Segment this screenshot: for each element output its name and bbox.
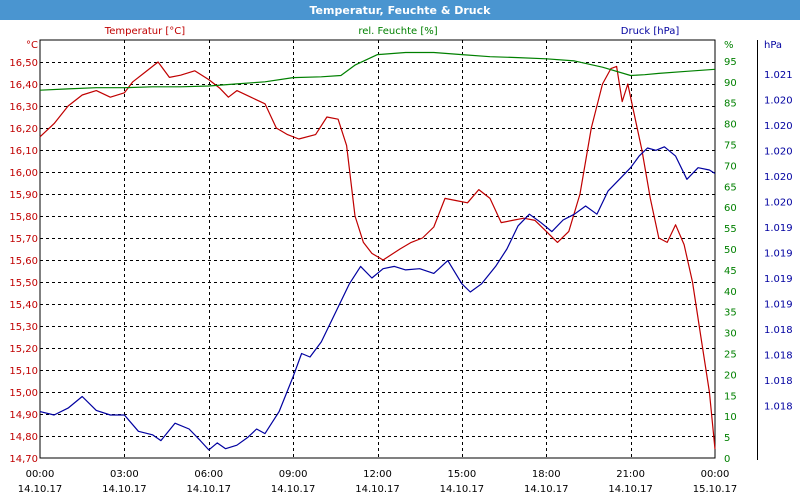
chart-title: Temperatur, Feuchte & Druck	[0, 0, 800, 20]
plot-frame	[39, 39, 716, 459]
legend-temperature: Temperatur [°C]	[104, 26, 185, 37]
y-tick-humidity: 50	[724, 245, 737, 256]
y-tick-humidity: 35	[724, 308, 737, 319]
x-tick-date: 15.10.17	[693, 484, 738, 495]
y-tick-humidity: 85	[724, 99, 737, 110]
y-tick-temperature: 16,00	[9, 168, 38, 179]
x-tick-date: 14.10.17	[524, 484, 569, 495]
x-tick-time: 09:00	[279, 469, 308, 480]
x-tick-date: 14.10.17	[440, 484, 485, 495]
y-tick-temperature: 14,80	[9, 432, 38, 443]
x-tick-time: 15:00	[447, 469, 476, 480]
y-tick-humidity: 20	[724, 370, 737, 381]
y-tick-temperature: 16,20	[9, 124, 38, 135]
y-tick-temperature: 16,30	[9, 102, 38, 113]
y-tick-humidity: 10	[724, 412, 737, 423]
y-tick-pressure: 1.021	[764, 70, 793, 81]
y-tick-temperature: 15,80	[9, 212, 38, 223]
y-tick-humidity: 70	[724, 161, 737, 172]
x-tick-date: 14.10.17	[355, 484, 400, 495]
y-axis-pressure-unit: hPa	[764, 40, 782, 51]
x-tick-date: 14.10.17	[186, 484, 231, 495]
y-tick-humidity: 80	[724, 120, 737, 131]
y-axis-temperature-unit: °C	[26, 40, 38, 51]
x-tick-date: 14.10.17	[18, 484, 63, 495]
y-tick-pressure: 1.020	[764, 96, 793, 107]
y-tick-humidity: 60	[724, 203, 737, 214]
y-tick-temperature: 15,40	[9, 300, 38, 311]
y-tick-humidity: 15	[724, 391, 737, 402]
x-tick-time: 03:00	[110, 469, 139, 480]
series-line-humidity	[39, 51, 716, 91]
x-tick-date: 14.10.17	[271, 484, 316, 495]
x-tick-time: 06:00	[194, 469, 223, 480]
x-tick-time: 18:00	[532, 469, 561, 480]
y-tick-pressure: 1.019	[764, 249, 793, 260]
y-tick-humidity: 95	[724, 57, 737, 68]
y-tick-pressure: 1.020	[764, 172, 793, 183]
y-tick-humidity: 30	[724, 329, 737, 340]
series-line-pressure	[39, 146, 716, 451]
y-tick-temperature: 14,90	[9, 410, 38, 421]
y-tick-humidity: 75	[724, 141, 737, 152]
x-tick-time: 00:00	[701, 469, 730, 480]
x-tick-time: 00:00	[26, 469, 55, 480]
legend-humidity: rel. Feuchte [%]	[358, 26, 437, 37]
y-tick-humidity: 55	[724, 224, 737, 235]
y-tick-pressure: 1.018	[764, 376, 793, 387]
y-tick-humidity: 0	[724, 454, 730, 465]
y-axis-humidity-unit: %	[724, 40, 734, 51]
y-tick-temperature: 14,70	[9, 454, 38, 465]
x-tick-time: 12:00	[363, 469, 392, 480]
y-tick-pressure: 1.020	[764, 198, 793, 209]
y-tick-pressure: 1.019	[764, 274, 793, 285]
x-tick-date: 14.10.17	[608, 484, 653, 495]
series-line-temperature	[39, 61, 716, 450]
y-tick-temperature: 15,90	[9, 190, 38, 201]
y-tick-temperature: 15,70	[9, 234, 38, 245]
y-tick-temperature: 16,50	[9, 58, 38, 69]
y-tick-humidity: 25	[724, 350, 737, 361]
y-tick-temperature: 15,30	[9, 322, 38, 333]
y-tick-temperature: 15,60	[9, 256, 38, 267]
y-tick-temperature: 16,40	[9, 80, 38, 91]
y-tick-humidity: 90	[724, 78, 737, 89]
y-tick-temperature: 15,50	[9, 278, 38, 289]
y-tick-pressure: 1.018	[764, 351, 793, 362]
y-tick-pressure: 1.018	[764, 402, 793, 413]
y-tick-temperature: 15,20	[9, 344, 38, 355]
y-tick-pressure: 1.018	[764, 325, 793, 336]
y-tick-humidity: 5	[724, 433, 730, 444]
y-tick-pressure: 1.019	[764, 223, 793, 234]
y-tick-pressure: 1.020	[764, 147, 793, 158]
y-tick-pressure: 1.020	[764, 121, 793, 132]
y-tick-pressure: 1.019	[764, 300, 793, 311]
y-tick-humidity: 40	[724, 287, 737, 298]
x-tick-time: 21:00	[616, 469, 645, 480]
y-tick-temperature: 16,10	[9, 146, 38, 157]
y-tick-humidity: 65	[724, 182, 737, 193]
x-tick-date: 14.10.17	[102, 484, 147, 495]
y-tick-temperature: 15,10	[9, 366, 38, 377]
y-tick-temperature: 15,00	[9, 388, 38, 399]
legend-pressure: Druck [hPa]	[621, 26, 680, 37]
y-tick-humidity: 45	[724, 266, 737, 277]
